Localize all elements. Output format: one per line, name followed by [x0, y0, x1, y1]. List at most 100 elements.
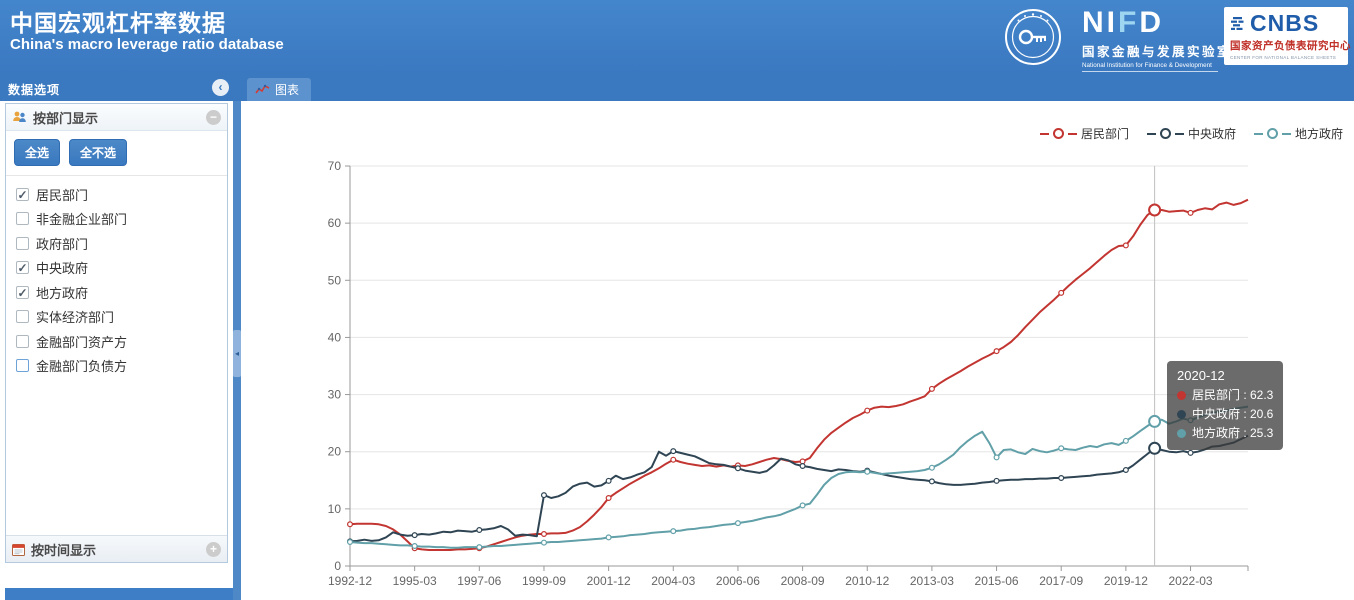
data-point-local-government — [670, 528, 677, 535]
checkbox-label: 金融部门资产方 — [36, 334, 128, 350]
data-point-local-government — [411, 542, 418, 549]
checkbox[interactable] — [16, 212, 29, 226]
checkbox[interactable] — [16, 334, 29, 348]
tab-chart[interactable]: 图表 — [247, 78, 312, 101]
x-tick-label: 2004-03 — [651, 574, 695, 588]
data-point-local-government — [347, 538, 354, 545]
data-point-local-government — [540, 539, 547, 546]
series-line-central-government — [349, 434, 1249, 543]
cnbs-logo: CNBS 国家资产负债表研究中心 CENTER FOR NATIONAL BAL… — [1224, 7, 1351, 65]
sector-panel: 按部门显示 − 全选 全不选 居民部门非金融企业部门政府部门中央政府地方政府实体… — [5, 103, 228, 563]
sector-checkbox-list: 居民部门非金融企业部门政府部门中央政府地方政府实体经济部门金融部门资产方金融部门… — [6, 176, 227, 535]
app-header: 中国宏观杠杆率数据 China's macro leverage ratio d… — [0, 0, 1354, 76]
page-subtitle: China's macro leverage ratio database — [10, 36, 284, 53]
data-point-central-government — [1058, 475, 1065, 482]
sidebar-header: 数据选项 ‹ — [0, 76, 233, 101]
data-point-local-government — [605, 534, 612, 541]
x-tick-label: 1997-06 — [457, 574, 501, 588]
checkbox-label: 居民部门 — [36, 187, 89, 203]
legend-item-household[interactable]: 居民部门 — [1039, 125, 1129, 142]
data-point-central-government — [476, 526, 483, 533]
deselect-all-button[interactable]: 全不选 — [69, 139, 128, 166]
data-point-local-government — [1122, 437, 1129, 444]
legend-item-local-government[interactable]: 地方政府 — [1253, 125, 1343, 142]
checkbox-label: 中央政府 — [36, 261, 89, 277]
highlighted-point-central-government — [1148, 441, 1162, 455]
data-point-central-government — [928, 478, 935, 485]
x-tick-label: 2013-03 — [910, 574, 954, 588]
data-point-central-government — [411, 532, 418, 539]
x-tick-label: 2006-06 — [716, 574, 760, 588]
data-point-local-government — [1058, 445, 1065, 452]
data-point-central-government — [1187, 449, 1194, 456]
data-point-household — [1122, 242, 1129, 249]
highlighted-point-household — [1148, 203, 1162, 217]
data-point-central-government — [799, 463, 806, 470]
checkbox-label: 地方政府 — [36, 285, 89, 301]
data-point-local-government — [993, 454, 1000, 461]
data-point-household — [540, 530, 547, 537]
sector-checkbox-row[interactable]: 金融部门资产方 — [16, 329, 217, 354]
x-tick-label: 2019-12 — [1104, 574, 1148, 588]
checkbox[interactable] — [16, 187, 29, 201]
x-tick-label: 1992-12 — [328, 574, 372, 588]
checkbox[interactable] — [16, 285, 29, 299]
line-chart-icon — [255, 84, 270, 94]
checkbox[interactable] — [16, 261, 29, 275]
checkbox-label: 政府部门 — [36, 236, 89, 252]
collapse-section-button[interactable]: − — [206, 109, 221, 125]
nifd-seal-icon — [1005, 9, 1061, 65]
x-tick-label: 2008-09 — [781, 574, 825, 588]
sector-checkbox-row[interactable]: 实体经济部门 — [16, 305, 217, 330]
x-tick-label: 1999-09 — [522, 574, 566, 588]
collapse-sidebar-button[interactable]: ‹ — [212, 79, 229, 96]
checkbox[interactable] — [16, 236, 29, 250]
data-point-central-government — [1122, 467, 1129, 474]
splitter-collapse-handle[interactable]: ◂ — [233, 330, 241, 377]
sector-checkbox-row[interactable]: 非金融企业部门 — [16, 207, 217, 232]
expand-section-button[interactable]: + — [206, 541, 221, 557]
sidebar-bottom-bar — [5, 588, 237, 600]
select-all-button[interactable]: 全选 — [14, 139, 61, 166]
data-point-central-government — [540, 492, 547, 499]
data-point-household — [993, 348, 1000, 355]
users-icon — [13, 111, 26, 122]
checkbox-label: 金融部门负债方 — [36, 359, 128, 375]
nifd-logo: NIFD 国家金融与发展实验室 National Institution for… — [1082, 8, 1230, 72]
checkbox[interactable] — [16, 310, 29, 324]
x-tick-label: 2022-03 — [1169, 574, 1213, 588]
cnbs-bars-icon — [1231, 16, 1244, 30]
toolbar-band: 数据选项 ‹ 图表 — [0, 76, 1354, 101]
y-tick-label: 40 — [328, 330, 342, 344]
cnbs-name-cn: 国家资产负债表研究中心 — [1230, 40, 1351, 52]
sector-checkbox-row[interactable]: 政府部门 — [16, 231, 217, 256]
sector-checkbox-row[interactable]: 金融部门负债方 — [16, 354, 217, 379]
legend-label: 居民部门 — [1080, 127, 1129, 141]
legend-item-central-government[interactable]: 中央政府 — [1146, 125, 1236, 142]
data-point-central-government — [993, 477, 1000, 484]
sidebar-splitter: ◂ — [233, 101, 241, 600]
checkbox[interactable] — [16, 359, 29, 373]
y-tick-label: 70 — [328, 159, 342, 173]
series-line-local-government — [349, 405, 1249, 549]
data-point-household — [670, 456, 677, 463]
sector-panel-header: 按部门显示 − — [6, 104, 227, 131]
data-point-household — [928, 385, 935, 392]
selection-buttons: 全选 全不选 — [6, 131, 227, 176]
time-panel-title: 按时间显示 — [31, 542, 97, 558]
data-point-local-government — [1187, 417, 1194, 424]
sector-checkbox-row[interactable]: 地方政府 — [16, 280, 217, 305]
tab-chart-label: 图表 — [275, 83, 300, 97]
sector-checkbox-row[interactable]: 居民部门 — [16, 182, 217, 207]
data-point-central-government — [670, 448, 677, 455]
y-tick-label: 50 — [328, 273, 342, 287]
page-title: 中国宏观杠杆率数据 — [10, 10, 226, 36]
legend-label: 地方政府 — [1294, 127, 1343, 141]
x-tick-label: 2001-12 — [587, 574, 631, 588]
data-point-household — [864, 407, 871, 414]
sector-checkbox-row[interactable]: 中央政府 — [16, 256, 217, 281]
y-tick-label: 10 — [328, 502, 342, 516]
x-tick-label: 1995-03 — [393, 574, 437, 588]
